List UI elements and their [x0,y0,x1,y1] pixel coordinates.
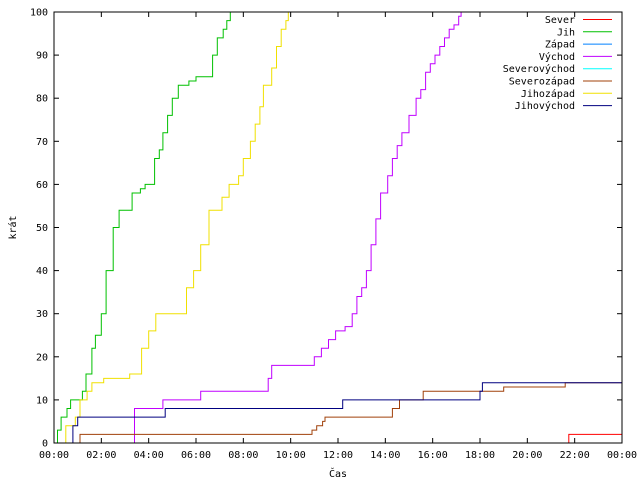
x-tick-label: 00:00 [39,450,69,461]
x-tick-label: 00:00 [607,450,637,461]
series-line-2 [54,12,231,444]
x-tick-label: 18:00 [465,450,495,461]
legend-label: Jihozápad [521,88,575,100]
series-line-4 [54,12,462,444]
legend-label: Severovýchod [503,63,575,75]
x-tick-label: 12:00 [323,450,353,461]
y-tick-label: 90 [36,51,48,62]
plot-frame [53,11,623,444]
y-tick-label: 40 [36,266,48,277]
y-axis-ticks: 0 10 20 30 40 50 60 70 80 90 100 [30,8,622,450]
y-tick-label: 30 [36,309,48,320]
x-tick-label: 02:00 [86,450,116,461]
legend-label: Severozápad [509,76,575,88]
series-line-6 [54,382,622,444]
y-tick-label: 0 [42,439,48,450]
legend-label: Západ [545,39,575,51]
y-tick-label: 100 [30,8,48,19]
x-tick-label: 20:00 [512,450,542,461]
y-tick-label: 50 [36,223,48,234]
y-tick-label: 10 [36,395,48,406]
x-tick-label: 14:00 [370,450,400,461]
series-line-8 [54,382,622,444]
x-tick-label: 16:00 [418,450,448,461]
y-axis-label: krát [7,215,19,239]
legend-label: Jihovýchod [515,100,575,112]
x-axis-ticks: 00:00 02:00 04:00 06:00 08:00 10:00 12:00 14:00… [39,12,637,461]
legend-label: Východ [539,51,575,63]
x-tick-label: 22:00 [560,450,590,461]
x-tick-label: 04:00 [134,450,164,461]
x-tick-label: 08:00 [228,450,258,461]
x-axis-label: Čas [329,467,347,480]
x-tick-label: 06:00 [181,450,211,461]
y-tick-label: 80 [36,94,48,105]
legend-label: Sever [545,15,575,26]
y-tick-label: 70 [36,137,48,148]
y-tick-label: 20 [36,352,48,363]
series-line-7 [54,12,289,444]
legend: SeverJihZápadVýchodSeverovýchodSeverozáp… [503,15,612,112]
x-tick-label: 10:00 [276,450,306,461]
legend-label: Jih [557,27,575,38]
y-tick-label: 60 [36,180,48,191]
